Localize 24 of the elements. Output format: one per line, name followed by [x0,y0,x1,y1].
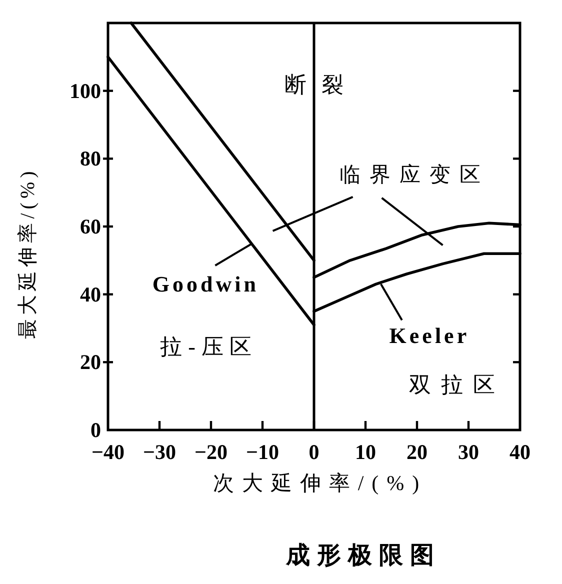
x-tick-label: 40 [510,440,530,464]
x-tick-label: −40 [92,440,124,464]
text: 成形极限图 [285,542,441,569]
y-tick-label: 80 [80,146,101,171]
annotation: 临界应变区 [339,162,490,186]
y-tick-label: 60 [80,214,101,238]
annotation: Keeler [389,323,470,348]
x-axis-title: 次大延伸率/(%) [212,471,428,495]
annotation: 断裂 [284,72,358,97]
x-tick-label: −20 [194,440,228,464]
x-tick-label: 20 [406,440,428,464]
x-tick-label: 10 [355,440,376,464]
y-axis-title: 最大延伸率/(%) [17,167,39,339]
x-tick-label: −10 [246,440,279,464]
y-tick-label: 100 [70,78,101,103]
x-tick-label: 30 [458,440,479,464]
y-tick-label: 20 [80,350,101,374]
y-tick-label: 0 [90,418,101,442]
x-tick-label: −30 [143,440,176,464]
annotation: 拉-压区 [160,334,258,359]
x-tick-label: 0 [308,440,320,464]
annotation: 双拉区 [409,372,506,397]
annotation: Goodwin [152,271,259,296]
y-tick-label: 40 [80,282,101,306]
